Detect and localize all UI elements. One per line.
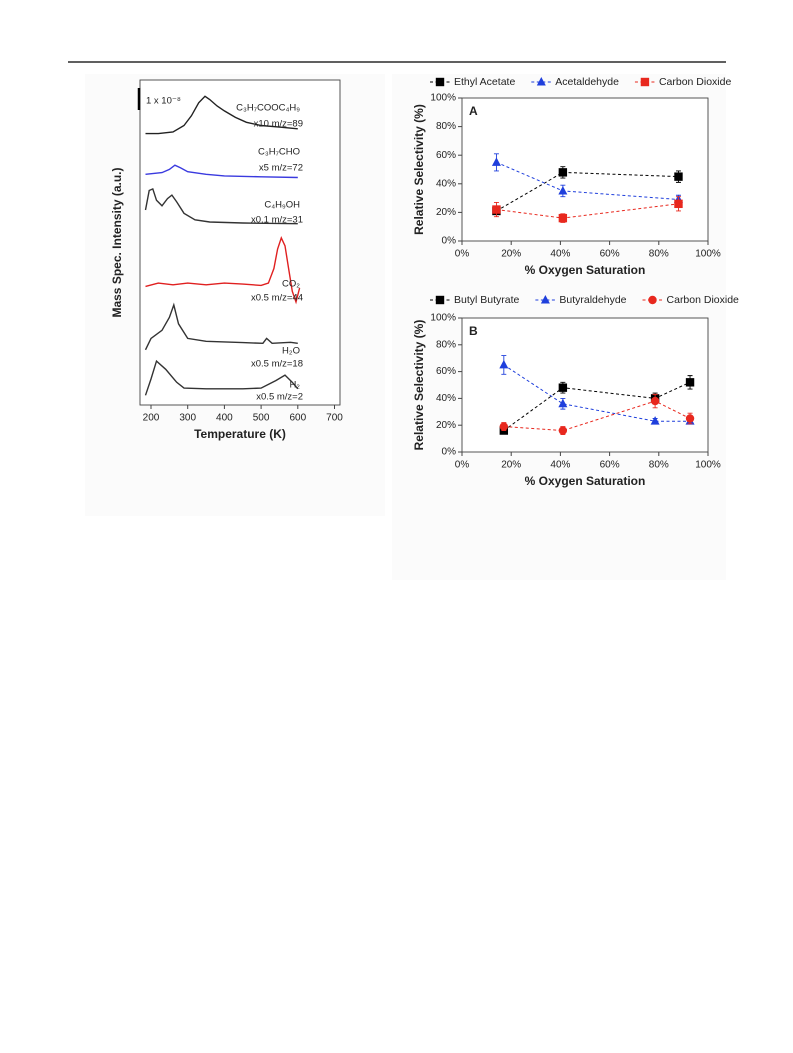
x-tick-label: 0% (455, 249, 470, 260)
marker (491, 157, 501, 166)
legend-label: Butyraldehyde (559, 294, 626, 306)
plot-frame (139, 79, 341, 406)
y-axis-title: Mass Spec. Intensity (a.u.) (110, 167, 124, 317)
marker (558, 398, 568, 408)
marker (492, 205, 501, 214)
y-tick-label: 40% (436, 393, 456, 404)
x-tick-label: 100% (695, 460, 721, 471)
y-tick-label: 80% (436, 121, 456, 132)
series-line (496, 171, 679, 212)
marker (435, 77, 445, 87)
curve-label: C₄H₉OH (264, 200, 300, 211)
x-tick-label: 700 (326, 413, 343, 424)
x-tick-label: 20% (501, 249, 521, 260)
curve-scale-label: x0.5 m/z=44 (251, 293, 303, 304)
y-tick-label: 80% (436, 339, 456, 350)
curve-scale-label: x0.5 m/z=18 (251, 359, 303, 370)
marker (640, 77, 650, 87)
x-tick-label: 40% (550, 460, 570, 471)
x-tick-label: 200 (143, 413, 160, 424)
curve-label: H₂O (282, 346, 300, 357)
marker (685, 378, 695, 387)
series-line (503, 400, 691, 432)
series-line (144, 302, 298, 351)
y-tick-label: 20% (436, 420, 456, 431)
x-tick-label: 20% (501, 460, 521, 471)
x-tick-label: 600 (289, 413, 306, 424)
series-line (503, 364, 690, 422)
marker (674, 172, 683, 181)
legend-label: Ethyl Acetate (454, 76, 515, 88)
x-tick-label: 0% (455, 460, 470, 471)
series-line (145, 236, 301, 305)
panel-label: B (469, 324, 478, 338)
marker (540, 295, 550, 304)
y-axis-title: Relative Selectivity (%) (412, 320, 426, 451)
marker (499, 422, 509, 431)
curve-label: C₃H₇CHO (258, 147, 300, 158)
marker (558, 426, 568, 435)
y-tick-label: 60% (436, 366, 456, 377)
legend-label: Carbon Dioxide (667, 294, 740, 306)
plot-frame (461, 317, 709, 453)
curve-scale-label: x0.5 m/z=2 (256, 392, 303, 403)
marker (674, 199, 683, 209)
legend-label: Acetaldehyde (555, 76, 619, 88)
x-tick-label: 500 (253, 413, 270, 424)
curve-label: H₂ (289, 380, 300, 391)
y-axis-title: Relative Selectivity (%) (412, 104, 426, 235)
x-axis-title: Temperature (K) (194, 427, 286, 441)
series-line (144, 359, 299, 396)
marker (558, 168, 568, 177)
x-tick-label: 60% (600, 249, 620, 260)
legend-label: Carbon Dioxide (659, 76, 732, 88)
x-tick-label: 80% (649, 249, 669, 260)
curve-label: CO₂ (282, 279, 300, 290)
x-tick-label: 60% (600, 460, 620, 471)
marker (558, 185, 568, 195)
marker (536, 77, 546, 86)
y-tick-label: 20% (436, 207, 456, 218)
curve-scale-label: x0.1 m/z=31 (251, 215, 303, 226)
y-tick-label: 40% (436, 178, 456, 189)
series-line (144, 187, 298, 225)
scale-bar-label: 1 x 10⁻⁸ (146, 96, 181, 107)
panel-label: A (469, 104, 478, 118)
x-tick-label: 80% (649, 460, 669, 471)
marker (435, 295, 445, 305)
y-tick-label: 0% (442, 447, 457, 458)
y-tick-label: 100% (430, 313, 456, 324)
marker (558, 383, 568, 392)
marker (650, 396, 660, 406)
marker (499, 359, 509, 369)
y-tick-label: 100% (430, 93, 456, 104)
curve-scale-label: x10 m/z=89 (254, 119, 303, 130)
curve-label: C₃H₇COOC₄H₉ (236, 103, 300, 114)
marker (558, 213, 568, 223)
marker (685, 414, 695, 423)
y-tick-label: 60% (436, 150, 456, 161)
x-tick-label: 300 (179, 413, 196, 424)
x-tick-label: 40% (550, 249, 570, 260)
x-axis-title: % Oxygen Saturation (525, 263, 646, 277)
series-line (145, 164, 298, 179)
y-tick-label: 0% (442, 236, 457, 247)
marker (648, 295, 657, 305)
plot-frame (461, 97, 709, 242)
legend-label: Butyl Butyrate (454, 294, 520, 306)
x-axis-title: % Oxygen Saturation (525, 474, 646, 488)
x-tick-label: 100% (695, 249, 721, 260)
curve-scale-label: x5 m/z=72 (259, 163, 303, 174)
series-line (145, 95, 298, 135)
marker (650, 416, 660, 425)
x-tick-label: 400 (216, 413, 233, 424)
